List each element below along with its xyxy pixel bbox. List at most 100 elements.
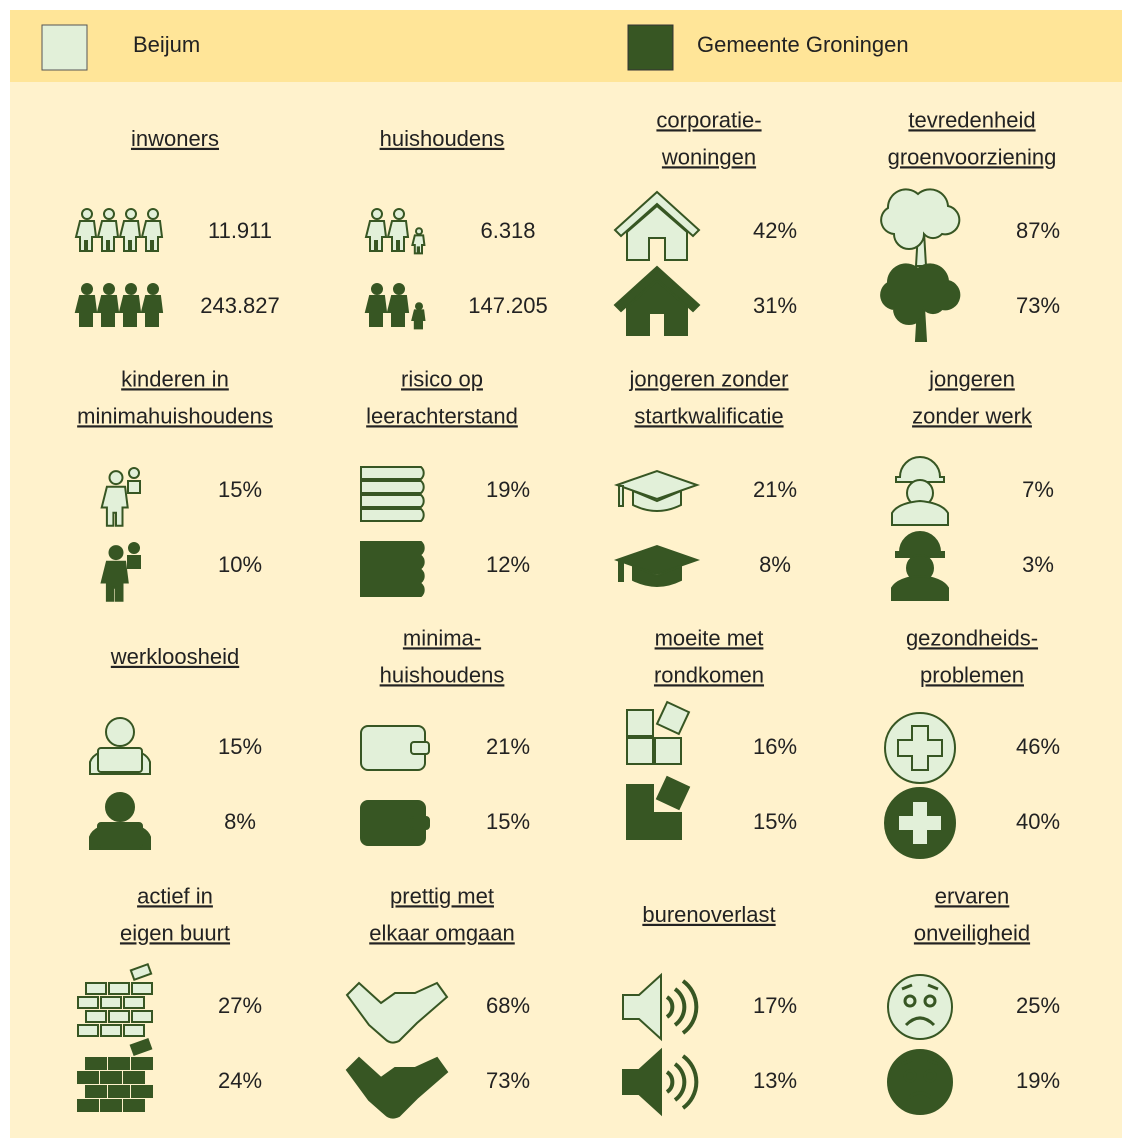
icon-part <box>901 983 939 1027</box>
icon-part <box>386 295 410 327</box>
tile-value: 25% <box>1016 993 1060 1018</box>
icon-part <box>360 494 425 508</box>
tile-title: tevredenheid <box>908 107 1035 132</box>
icon-part <box>654 812 682 840</box>
tile-value: 3% <box>1022 552 1054 577</box>
icon-part <box>887 1049 953 1115</box>
legend-label: Gemeente Groningen <box>697 32 909 57</box>
tile-value: 42% <box>753 218 797 243</box>
icon-part <box>345 981 449 1044</box>
tile-title: woningen <box>661 144 756 169</box>
tile-value: 24% <box>218 1068 262 1093</box>
tile-title: gezondheids- <box>906 625 1038 650</box>
icon <box>360 800 430 846</box>
tile-value: 17% <box>753 993 797 1018</box>
icon-part <box>903 1069 917 1083</box>
icon-part <box>393 208 405 220</box>
icon-part <box>125 283 137 295</box>
icon-part <box>77 1099 99 1112</box>
icon-part <box>895 531 945 558</box>
tile-value: 68% <box>486 993 530 1018</box>
icon-part <box>96 295 120 327</box>
icon <box>622 972 699 1042</box>
tile-title: ervaren <box>935 883 1010 908</box>
icon-part <box>411 309 426 330</box>
tile-value: 27% <box>218 993 262 1018</box>
icon-part <box>103 283 115 295</box>
icon-part <box>97 747 143 773</box>
tile-title: inwoners <box>131 126 219 151</box>
tile-value: 10% <box>218 552 262 577</box>
tile-value: 15% <box>753 809 797 834</box>
icon-part <box>626 204 688 261</box>
icon <box>360 725 430 771</box>
tile-title: eigen buurt <box>120 920 230 945</box>
icon <box>884 787 956 859</box>
tile-value: 40% <box>1016 809 1060 834</box>
tile-title: corporatie- <box>656 107 761 132</box>
icon-part <box>74 220 98 252</box>
tile-value: 19% <box>1016 1068 1060 1093</box>
tile-title: zonder werk <box>912 403 1033 428</box>
icon-part <box>123 1024 145 1037</box>
tile-value: 21% <box>753 477 797 502</box>
icon <box>880 188 961 267</box>
icon-part <box>345 1056 449 1119</box>
icon-part <box>108 545 124 561</box>
icon-part <box>897 800 943 846</box>
tile-title: werkloosheid <box>110 644 239 669</box>
icon-part <box>108 470 124 486</box>
icon-part <box>364 220 388 252</box>
icon-part <box>140 220 164 252</box>
panel <box>10 10 1122 1138</box>
icon <box>89 792 151 850</box>
icon-part <box>100 485 129 527</box>
icon-part <box>147 208 159 220</box>
icon-part <box>654 737 682 765</box>
icon-part <box>415 302 423 311</box>
tile-value: 16% <box>753 734 797 759</box>
icon-part <box>100 996 122 1009</box>
icon-part <box>131 982 153 995</box>
tile-value: 11.911 <box>208 218 272 243</box>
icon-part <box>96 220 120 252</box>
tile-title: risico op <box>401 366 483 391</box>
tile-title: huishoudens <box>380 126 505 151</box>
icon-part <box>85 1010 107 1023</box>
icon-part <box>613 190 701 238</box>
icon-part <box>622 1047 662 1117</box>
icon <box>626 775 691 840</box>
icon-part <box>891 574 949 601</box>
icon-part <box>364 295 388 327</box>
icon-part <box>360 555 425 569</box>
icon-part <box>665 979 699 1035</box>
tile-title: huishoudens <box>380 662 505 687</box>
icon <box>613 190 701 261</box>
tile-title: prettig met <box>390 883 494 908</box>
icon <box>622 1047 699 1117</box>
icon-part <box>360 466 425 480</box>
icon-part <box>100 1024 122 1037</box>
icon <box>74 283 164 327</box>
icon-part <box>626 279 688 336</box>
tile-value: 13% <box>753 1068 797 1093</box>
icon <box>345 981 449 1044</box>
icon-part <box>100 560 129 602</box>
tile-title: problemen <box>920 662 1024 687</box>
icon-part <box>129 962 153 982</box>
icon-part <box>131 1010 153 1023</box>
icon <box>345 1056 449 1119</box>
icon <box>613 544 701 587</box>
legend-band <box>10 10 1122 82</box>
icon <box>613 469 701 512</box>
tile-title: startkwalificatie <box>634 403 783 428</box>
icon-part <box>618 485 624 507</box>
icon <box>360 466 425 522</box>
tile-value: 12% <box>486 552 530 577</box>
icon <box>887 974 953 1040</box>
icon-part <box>105 792 135 822</box>
icon-part <box>655 775 691 811</box>
icon-part <box>128 542 140 554</box>
icon-part <box>81 283 93 295</box>
